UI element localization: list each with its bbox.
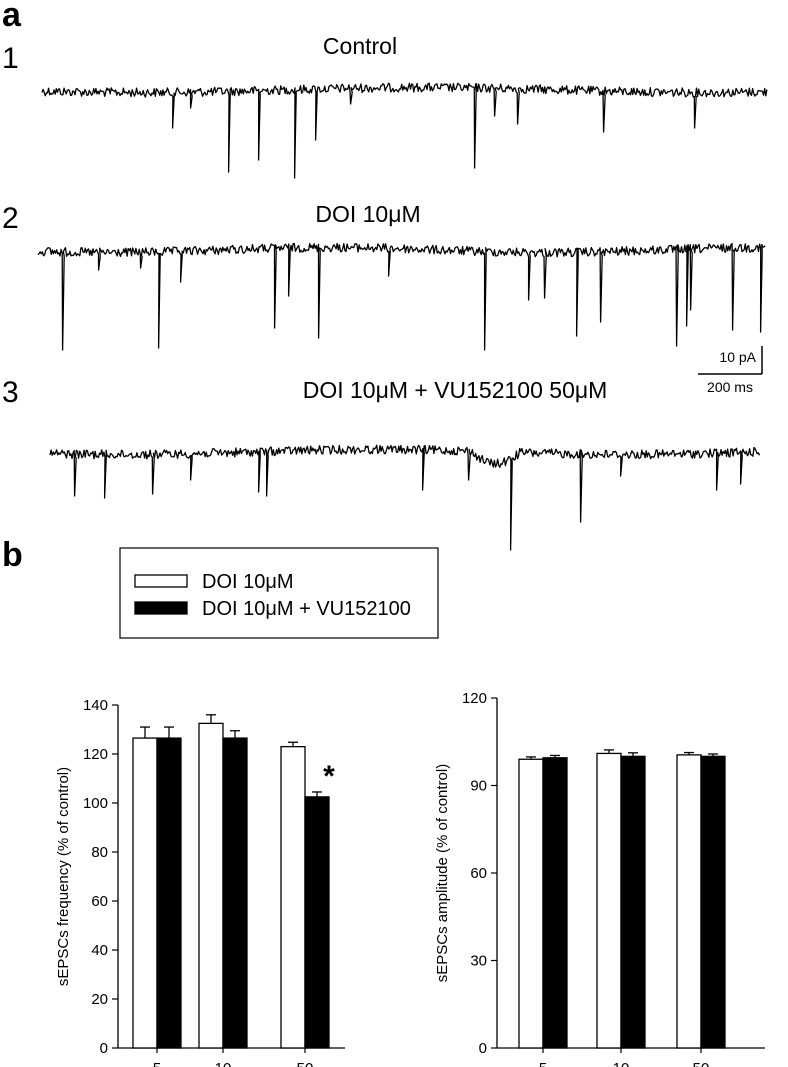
panel-b-label: b — [2, 536, 23, 574]
y-axis-title: sEPSCs frequency (% of control) — [55, 767, 72, 986]
amplitude-chart: 0 30 60 90 120 sEPSCs amplitude (% of control… — [434, 690, 765, 1067]
bar-doi-vu152100-10 — [222, 737, 248, 1049]
y-tick-label: 100 — [83, 795, 108, 812]
trace-doi — [37, 242, 766, 351]
bar-doi-10 — [198, 722, 224, 1049]
bar-doi-5 — [518, 758, 544, 1049]
x-tick-label: 50 — [297, 1060, 314, 1067]
significance-star: * — [323, 760, 335, 793]
y-tick-label: 30 — [470, 953, 487, 970]
trace-3-number: 3 — [2, 376, 19, 409]
bar-doi-vu152100-5 — [542, 757, 568, 1049]
y-tick-label: 80 — [91, 844, 108, 861]
trace-1-title: Control — [323, 33, 397, 59]
trace-3-title: DOI 10μM + VU152100 50μM — [303, 377, 608, 403]
y-tick-label: 140 — [83, 697, 108, 714]
panel-a-label: a — [2, 0, 22, 34]
trace-2-number: 2 — [2, 202, 19, 235]
y-tick-label: 0 — [479, 1040, 487, 1057]
legend-swatch-doi-vu152100 — [134, 601, 188, 615]
y-tick-label: 40 — [91, 942, 108, 959]
bar-doi-vu152100-50 — [700, 755, 726, 1049]
y-tick-label: 90 — [470, 778, 487, 795]
legend: DOI 10μM DOI 10μM + VU152100 — [119, 547, 439, 639]
bar-doi-50 — [676, 754, 702, 1049]
legend-box — [119, 547, 439, 639]
y-tick-label: 20 — [91, 991, 108, 1008]
y-tick-label: 0 — [100, 1040, 108, 1057]
y-tick-label: 60 — [91, 893, 108, 910]
x-tick-label: 10 — [215, 1060, 232, 1067]
bar-doi-10 — [596, 752, 622, 1049]
y-tick-label: 120 — [83, 746, 108, 763]
bar-doi-vu152100-10 — [620, 755, 646, 1049]
scale-bar-time-label: 200 ms — [707, 379, 753, 395]
trace-doi-vu152100 — [49, 444, 761, 551]
frequency-chart: 0 20 40 60 80 100 120 140 sEPSCs frequency (% of… — [55, 697, 345, 1067]
y-tick-label: 120 — [462, 690, 487, 707]
legend-swatch-doi — [134, 574, 188, 588]
x-tick-label: 50 — [693, 1060, 710, 1067]
bar-doi-5 — [132, 737, 158, 1049]
y-axis-title: sEPSCs amplitude (% of control) — [434, 764, 451, 982]
x-tick-label: 5 — [153, 1060, 161, 1067]
scale-bar: 10 pA 200 ms — [698, 346, 763, 395]
scale-bar-current-label: 10 pA — [719, 349, 756, 365]
bar-doi-50 — [280, 746, 306, 1049]
x-tick-label: 5 — [539, 1060, 547, 1067]
x-tick-label: 10 — [613, 1060, 630, 1067]
legend-label-doi: DOI 10μM — [202, 571, 294, 593]
bar-doi-vu152100-50 — [304, 796, 330, 1049]
trace-2-title: DOI 10μM — [315, 201, 420, 227]
y-tick-label: 60 — [470, 865, 487, 882]
legend-label-doi-vu152100: DOI 10μM + VU152100 — [202, 598, 411, 620]
trace-1-number: 1 — [2, 42, 19, 75]
bar-doi-vu152100-5 — [156, 737, 182, 1049]
trace-control — [41, 82, 768, 179]
